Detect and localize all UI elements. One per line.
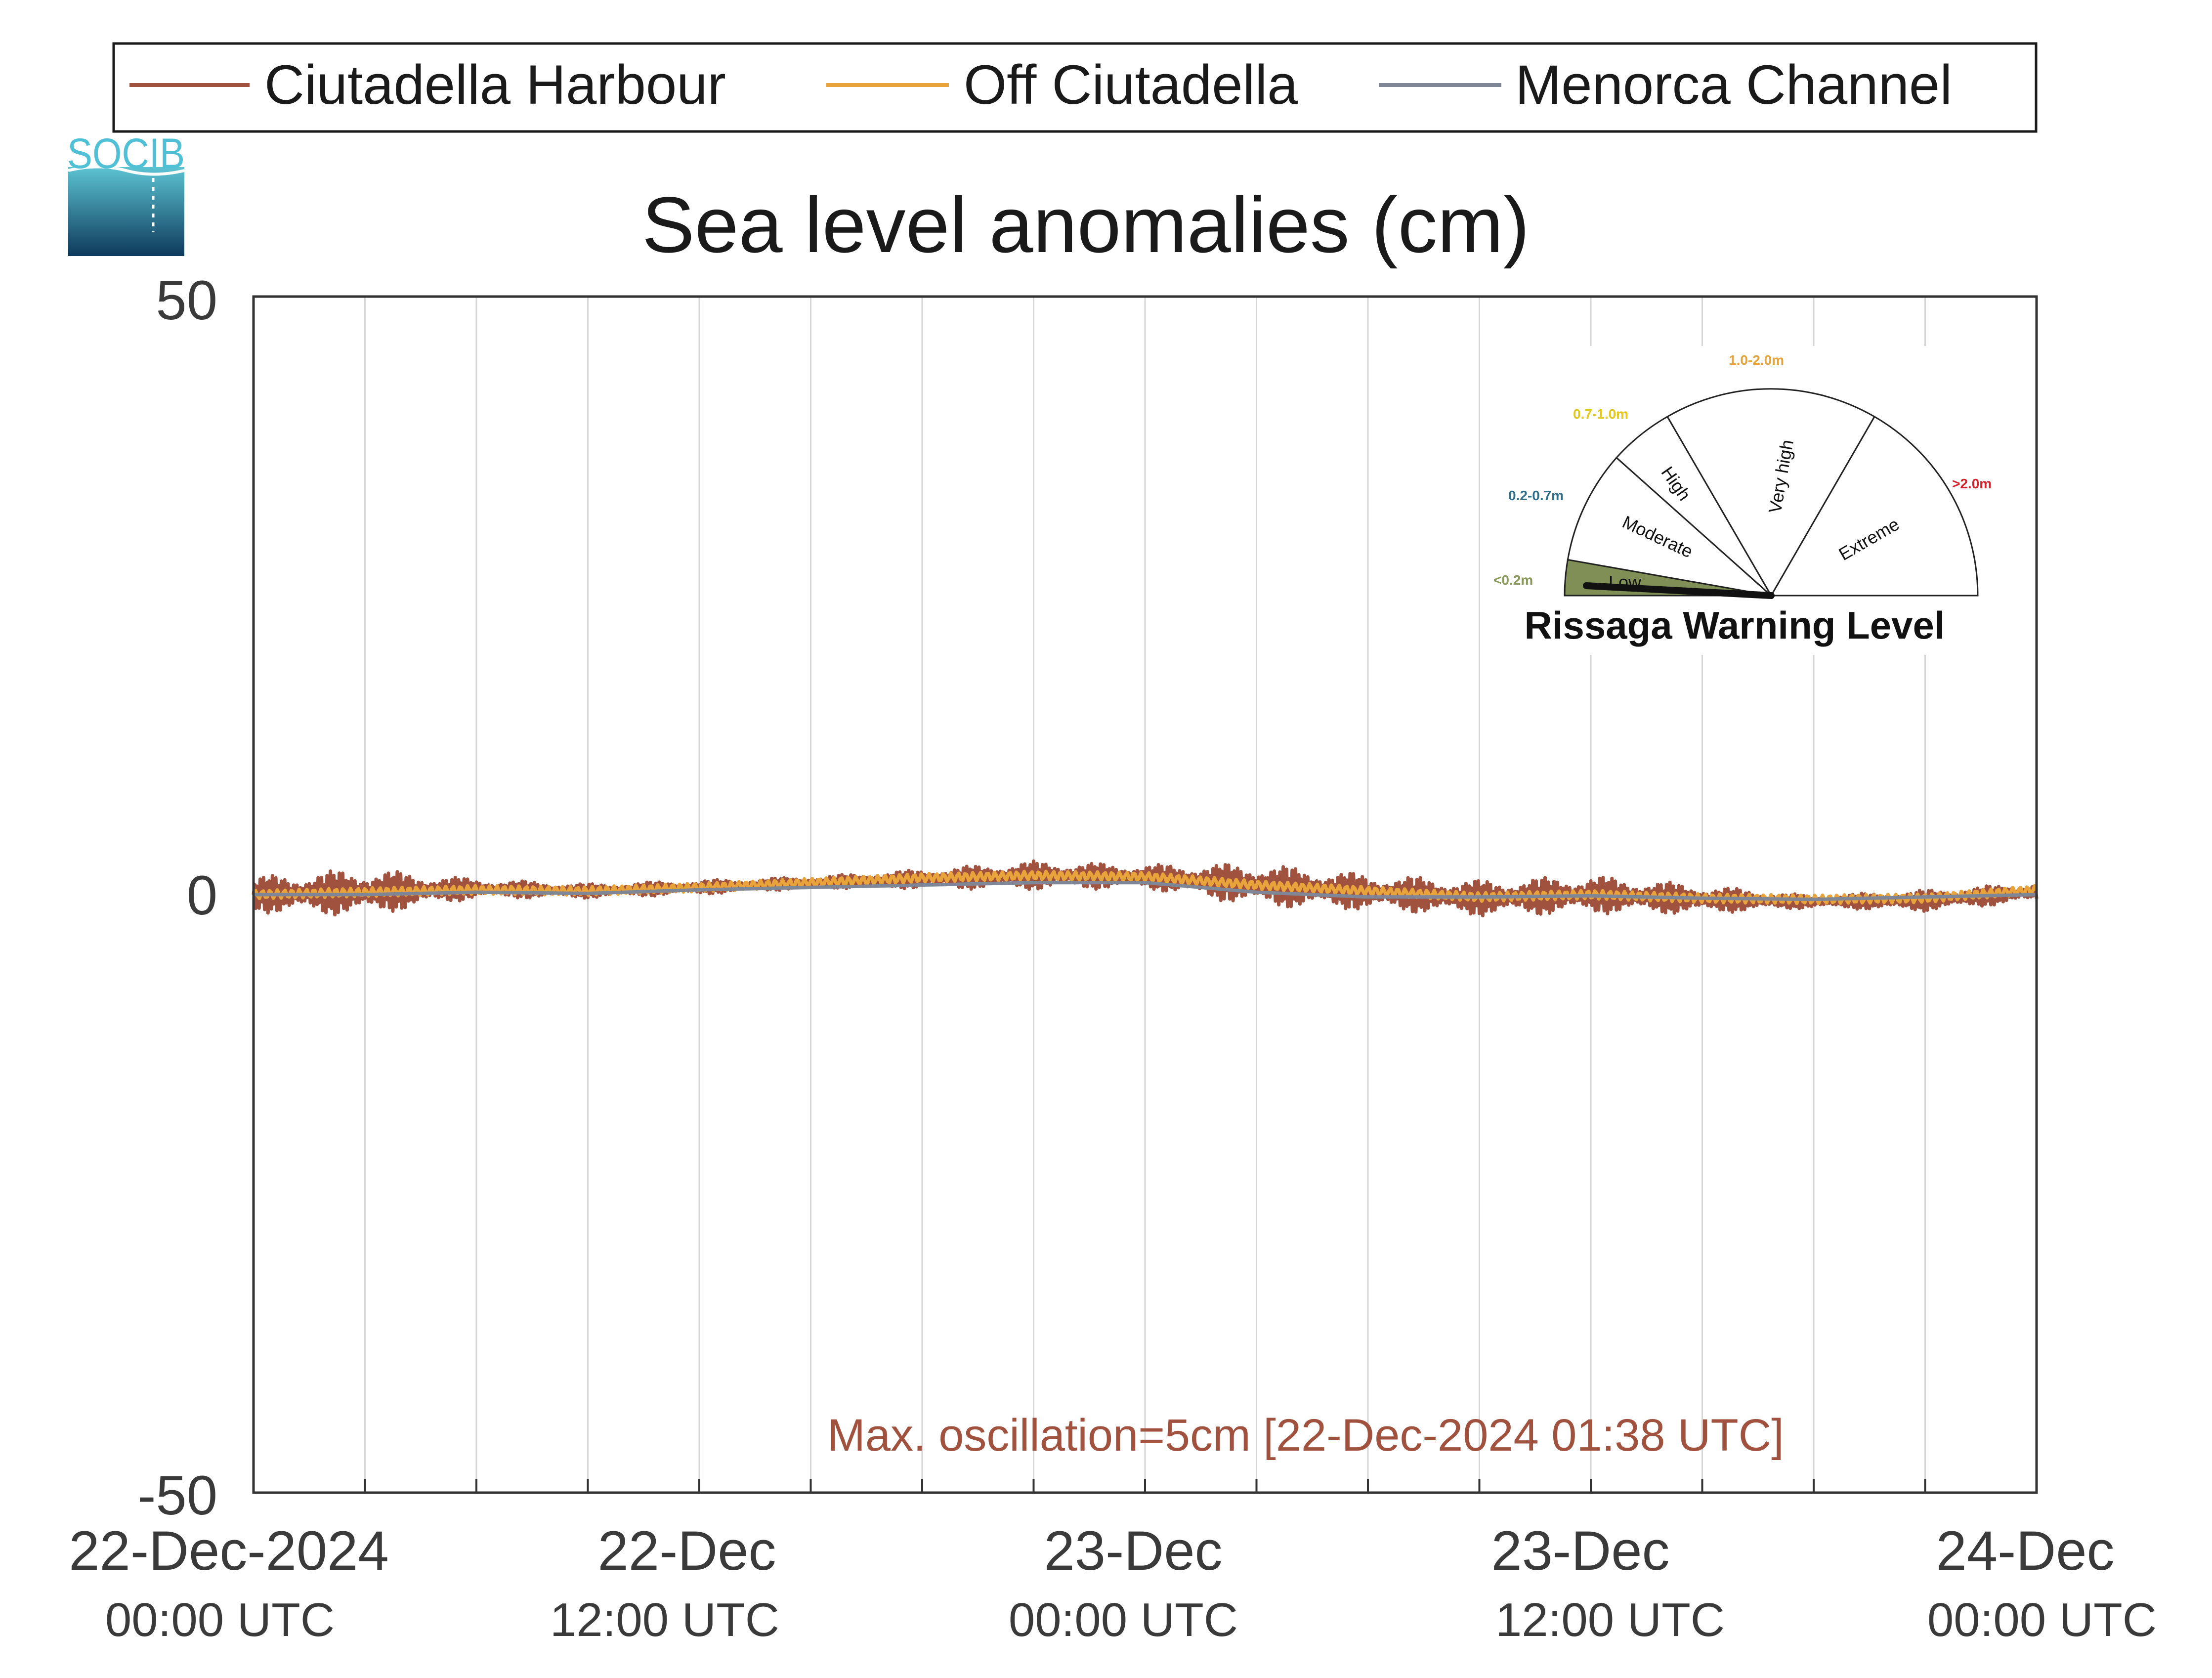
socib-logo: SOCIB	[67, 130, 185, 256]
x-tick-time: 12:00 UTC	[1495, 1593, 1725, 1646]
x-tick-time: 00:00 UTC	[1927, 1593, 2157, 1646]
logo-wave-line	[68, 165, 185, 176]
x-tick-time: 12:00 UTC	[550, 1593, 779, 1646]
x-tick-date: 23-Dec	[1491, 1520, 1669, 1582]
gauge-title: Rissaga Warning Level	[1524, 603, 1945, 647]
y-tick-label-zero: 0	[187, 864, 217, 926]
chart-title: Sea level anomalies (cm)	[642, 180, 1530, 269]
gauge-label-low: Low	[1609, 572, 1642, 592]
plot-frame	[252, 295, 2038, 1494]
gauge-sector-moderate	[1567, 456, 1774, 597]
gauge-range-extreme: >2.0m	[1952, 476, 1992, 491]
gauge-range-low: <0.2m	[1493, 572, 1533, 588]
legend-label-off: Off Ciutadella	[964, 54, 1298, 116]
legend-label-harbour: Ciutadella Harbour	[264, 54, 726, 116]
x-tick-time: 00:00 UTC	[1009, 1593, 1238, 1646]
x-tick-date: 23-Dec	[1044, 1520, 1222, 1582]
gauge-sector-very-high	[1666, 388, 1876, 597]
rissaga-warning-gauge: Low Moderate High Very high Extreme <0.2…	[1490, 346, 2011, 655]
legend-box	[112, 42, 2038, 133]
plot-series	[252, 859, 2039, 918]
x-tick-date: 22-Dec-2024	[69, 1520, 389, 1582]
gauge-needle	[1583, 582, 1775, 599]
logo-wave-block	[68, 167, 184, 256]
x-tick-date: 24-Dec	[1936, 1520, 2114, 1582]
legend: Ciutadella Harbour Off Ciutadella Menorc…	[112, 42, 2038, 133]
x-tick-time: 00:00 UTC	[105, 1593, 335, 1646]
gauge-range-high: 0.7-1.0m	[1573, 406, 1628, 422]
y-tick-label-bottom: -50	[137, 1464, 217, 1526]
max-oscillation-annotation: Max. oscillation=5cm [22-Dec-2024 01:38 …	[827, 1410, 1784, 1461]
x-axis-labels: 22-Dec-2024 00:00 UTC 22-Dec 12:00 UTC 2…	[69, 1520, 2157, 1646]
logo-text: SOCIB	[67, 130, 185, 177]
x-tick-date: 22-Dec	[597, 1520, 776, 1582]
legend-label-channel: Menorca Channel	[1515, 54, 1952, 116]
gauge-range-very-high: 1.0-2.0m	[1729, 352, 1784, 368]
gauge-sector-extreme	[1770, 415, 1979, 597]
gauge-range-moderate: 0.2-0.7m	[1508, 488, 1564, 503]
y-tick-label-top: 50	[156, 269, 217, 331]
series-line-menorca-channel	[254, 881, 2037, 902]
